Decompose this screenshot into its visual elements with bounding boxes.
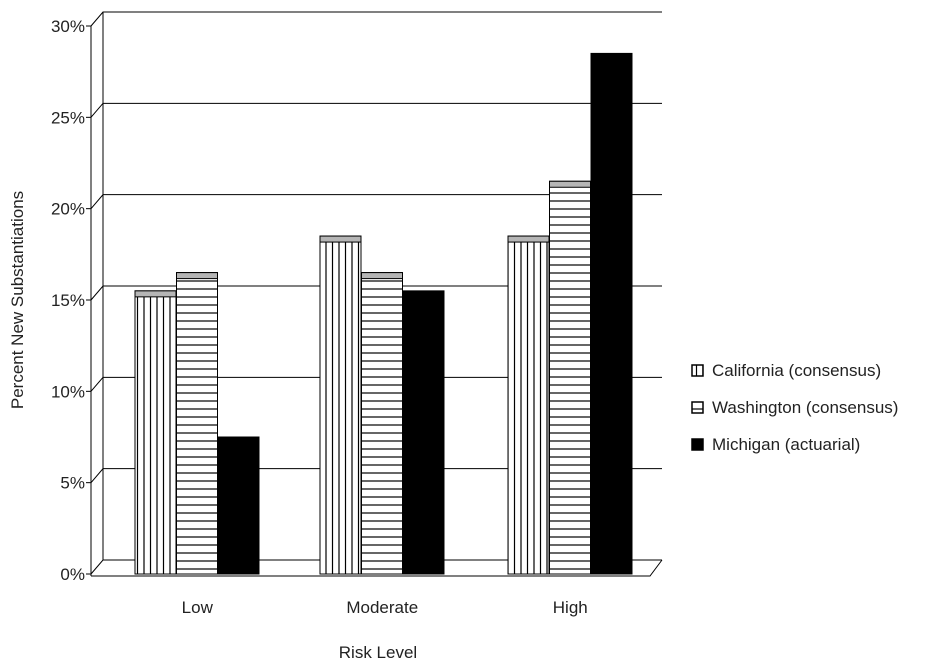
legend-label: Michigan (actuarial) bbox=[712, 435, 860, 454]
floor-edge bbox=[91, 559, 663, 577]
legend-swatch bbox=[691, 364, 704, 377]
y-tick-label: 15% bbox=[51, 291, 85, 310]
bars bbox=[134, 52, 633, 575]
bar bbox=[549, 180, 591, 575]
y-tick-label: 0% bbox=[60, 565, 85, 584]
y-axis-title: Percent New Substantiations bbox=[8, 191, 27, 409]
x-axis: Low Moderate High bbox=[182, 598, 588, 617]
y-axis: 0% 5% 10% 15% 20% 25% 30% bbox=[51, 17, 92, 584]
gridline bbox=[90, 468, 662, 483]
legend: California (consensus) Washington (consen… bbox=[691, 361, 898, 454]
legend-item: Michigan (actuarial) bbox=[691, 435, 860, 454]
bar bbox=[590, 52, 633, 575]
bar bbox=[217, 436, 260, 575]
gridline bbox=[90, 559, 662, 575]
y-tick-label: 10% bbox=[51, 382, 85, 401]
gridlines bbox=[90, 11, 663, 577]
legend-item: Washington (consensus) bbox=[691, 398, 898, 417]
gridline bbox=[90, 194, 662, 209]
x-tick-label: High bbox=[553, 598, 588, 617]
legend-label: California (consensus) bbox=[712, 361, 881, 380]
bar bbox=[176, 272, 218, 575]
y-tick-label: 30% bbox=[51, 17, 85, 36]
gridline bbox=[90, 11, 662, 27]
gridline bbox=[90, 102, 662, 118]
y-tick-label: 25% bbox=[51, 108, 85, 127]
bar bbox=[507, 235, 550, 575]
y-tick-label: 20% bbox=[51, 200, 85, 219]
bar bbox=[319, 235, 362, 575]
bar bbox=[134, 290, 177, 575]
x-tick-label: Low bbox=[182, 598, 214, 617]
legend-swatch bbox=[691, 401, 704, 414]
bar bbox=[402, 290, 445, 575]
legend-swatch bbox=[691, 438, 704, 451]
x-axis-title: Risk Level bbox=[339, 643, 417, 662]
bar bbox=[361, 272, 403, 575]
gridline bbox=[90, 285, 662, 301]
gridline bbox=[90, 376, 662, 392]
y-tick-label: 5% bbox=[60, 474, 85, 493]
legend-item: California (consensus) bbox=[691, 361, 881, 380]
x-tick-label: Moderate bbox=[346, 598, 418, 617]
legend-label: Washington (consensus) bbox=[712, 398, 898, 417]
